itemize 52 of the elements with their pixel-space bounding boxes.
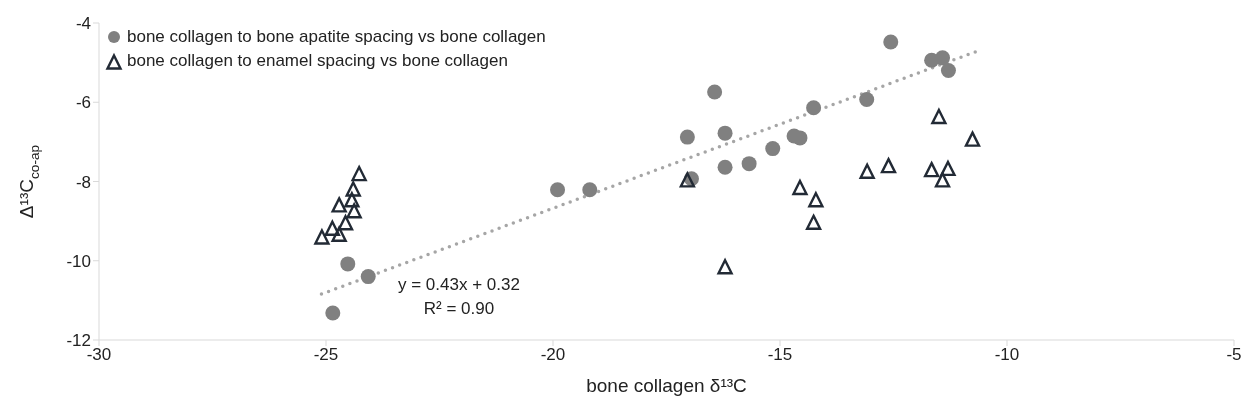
point [324, 220, 341, 236]
point [331, 226, 347, 242]
point [934, 172, 951, 188]
y-tick-label: -4 [75, 14, 91, 34]
point [345, 181, 361, 197]
point [679, 172, 696, 188]
annotation: y = 0.43x + 0.32 [398, 274, 520, 296]
point [717, 159, 733, 175]
point [765, 141, 781, 157]
x-tick-label: -5 [1226, 345, 1242, 365]
point [331, 197, 347, 213]
point [717, 125, 733, 141]
point [792, 130, 808, 146]
point [717, 258, 733, 275]
point [340, 256, 356, 272]
point [806, 100, 822, 116]
point [940, 160, 956, 177]
point [344, 192, 360, 208]
point [325, 305, 341, 321]
y-tick-label: -8 [75, 172, 91, 192]
point [808, 192, 824, 208]
point [964, 131, 981, 147]
point [859, 91, 875, 107]
point [346, 203, 362, 219]
x-tick-label: -15 [767, 345, 793, 365]
x-tick-label: -10 [994, 345, 1020, 365]
point [582, 182, 598, 198]
y-tick-label: -10 [66, 251, 91, 271]
point [923, 161, 940, 178]
point [883, 34, 899, 50]
legend-label: bone collagen to enamel spacing vs bone collagen [127, 51, 508, 71]
point [935, 50, 951, 66]
annotation: R² = 0.90 [422, 298, 496, 320]
point [792, 179, 808, 196]
x-axis-title: bone collagen δ¹³C [586, 375, 747, 396]
legend-label: bone collagen to bone apatite spacing vs bone collagen [127, 27, 546, 47]
point [351, 165, 367, 182]
point [880, 157, 897, 174]
point [805, 214, 822, 231]
point [360, 269, 376, 285]
point [931, 108, 947, 125]
x-tick-label: -25 [313, 345, 339, 365]
point [337, 215, 354, 231]
point [550, 182, 566, 198]
x-tick-label: -20 [540, 345, 566, 365]
point [940, 63, 956, 79]
point [707, 84, 723, 100]
point [679, 129, 695, 145]
y-tick-label: -6 [75, 93, 91, 113]
point [314, 229, 330, 245]
point [741, 156, 757, 172]
point [859, 163, 875, 179]
